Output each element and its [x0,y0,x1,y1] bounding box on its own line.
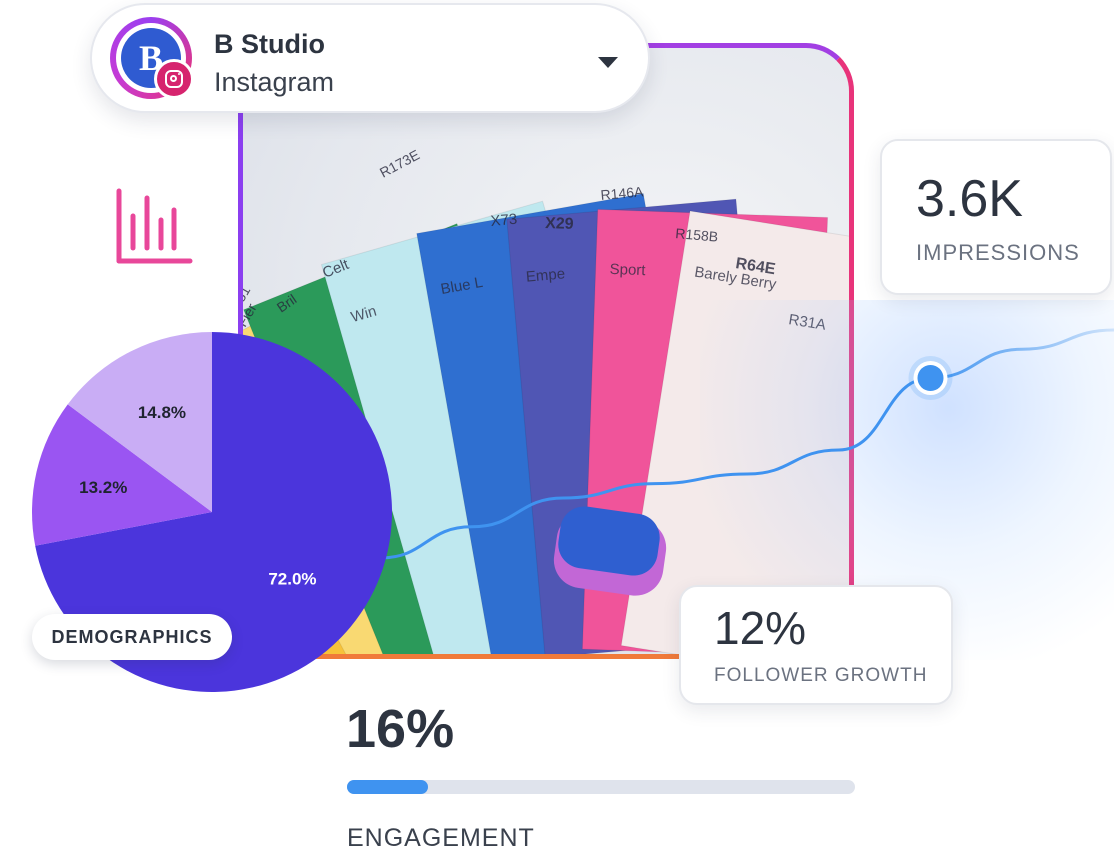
paint-swatch-code: R146A [600,183,645,203]
demographics-label[interactable]: DEMOGRAPHICS [32,614,232,660]
follower-growth-label: FOLLOWER GROWTH [714,665,928,686]
account-platform: Instagram [214,67,335,97]
pie-slice[interactable] [67,332,212,512]
pie-slice-label: 72.0% [268,570,316,589]
bar-chart-icon [116,188,193,264]
pie-slice[interactable] [35,332,393,692]
paint-swatch-name: Win [349,303,379,326]
paint-swatch-name: Sport [609,261,646,279]
account-selector[interactable]: B B Studio Instagram [90,3,650,113]
demographics-pie-chart: 72.0% 13.2% 14.8% [31,332,393,692]
pie-slice[interactable] [31,404,212,546]
line-point-highlight[interactable] [917,365,944,391]
follower-growth-card[interactable]: 12% FOLLOWER GROWTH [679,585,953,705]
photo-accent-shape [558,506,660,576]
engagement-label: ENGAGEMENT [347,824,535,852]
paint-swatch-card: Barely Berry [620,210,849,654]
impressions-card[interactable]: 3.6K IMPRESSIONS [880,139,1112,295]
engagement-progress-fill [347,780,429,794]
paint-swatch-code: R64E [734,255,777,278]
avatar: B [121,28,181,88]
impressions-label: IMPRESSIONS [916,240,1080,265]
engagement-value: 16% [346,699,455,759]
paint-swatch-name: Empe [525,265,566,285]
paint-swatch-code: X73 [490,211,518,230]
impressions-value: 3.6K [916,170,1023,228]
paint-swatch-code: 51 [243,283,253,305]
paint-swatch-card-fill [620,210,849,654]
follower-line-series [379,328,1114,560]
pie-slice-label: 14.8% [138,403,186,422]
paint-swatch-code: X29 [545,215,574,233]
caret-down-icon[interactable] [598,57,618,68]
pie-slice-label: 13.2% [79,478,127,497]
engagement-progress-bar [347,780,855,794]
paint-swatch-code: R31A [787,311,827,334]
follower-growth-value: 12% [714,602,807,654]
account-name: B Studio [214,29,325,59]
instagram-icon [154,59,194,99]
paint-swatch-code: R158B [675,225,719,245]
